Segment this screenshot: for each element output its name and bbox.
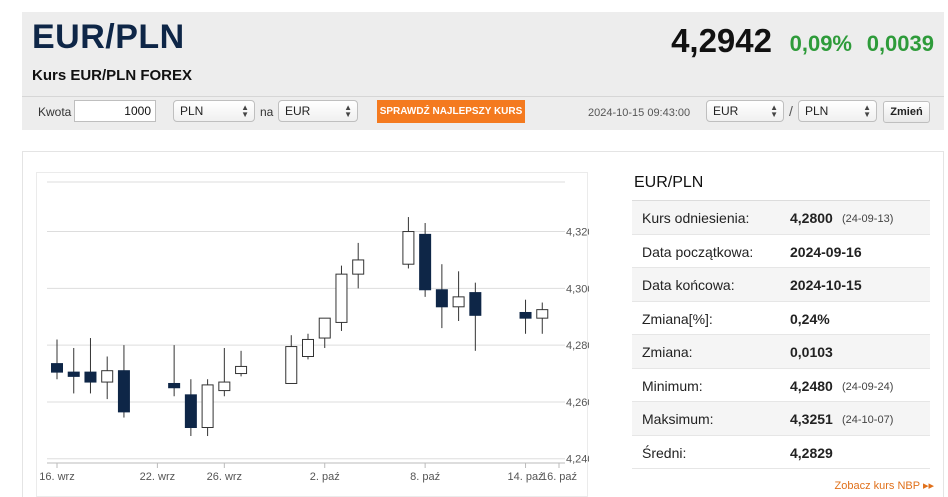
select-arrows-icon: ▲ ▼: [241, 103, 249, 119]
candle-body: [419, 233, 432, 291]
pair-base-value: EUR: [713, 104, 739, 118]
stat-date: (24-09-13): [842, 213, 894, 225]
x-tick-label: 8. paź: [410, 471, 440, 483]
y-tick-label: 4,3000: [566, 283, 589, 295]
toolbar-divider: [22, 96, 944, 97]
x-tick-label: 22. wrz: [140, 471, 175, 483]
stat-value: 0,0103: [790, 344, 833, 360]
page-subtitle: Kurs EUR/PLN FOREX: [32, 67, 193, 84]
stat-label: Minimum:: [642, 377, 703, 394]
candle-body: [67, 371, 80, 377]
stat-label: Zmiana:: [642, 344, 693, 360]
candle-body: [302, 338, 314, 358]
y-tick-label: 4,3200: [566, 227, 589, 239]
stats-title: EUR/PLN: [632, 174, 930, 201]
candle-body: [469, 292, 482, 316]
stat-label: Data końcowa:: [642, 277, 735, 293]
stat-label: Średni:: [642, 444, 687, 461]
stat-label: Maksimum:: [642, 411, 714, 427]
current-rate: 4,2942: [671, 22, 772, 59]
nbp-rate-link[interactable]: Zobacz kurs NBP ▸▸: [834, 480, 934, 492]
candle-body: [84, 371, 97, 383]
candle-body: [235, 365, 248, 375]
to-label: na: [260, 105, 274, 119]
stat-value: 2024-10-15: [790, 277, 862, 293]
candle-body: [402, 231, 415, 265]
stat-row: Zmiana: 0,0103: [632, 335, 930, 369]
y-tick-label: 4,2400: [566, 454, 589, 466]
stat-row: Data końcowa: 2024-10-15: [632, 268, 930, 302]
change-absolute: 0,0039: [866, 31, 934, 56]
candle-body: [101, 370, 114, 383]
x-tick-label: 16. paź: [541, 471, 577, 483]
chart-container: 4,2400 4,2600 4,2800 4,3000 4,3200 16. wrz 22.…: [36, 172, 589, 497]
select-arrows-icon: ▲ ▼: [770, 103, 778, 119]
candle-body: [318, 317, 331, 339]
candle-body: [184, 394, 197, 428]
to-currency-value: EUR: [285, 104, 311, 118]
pair-separator: /: [789, 103, 793, 119]
quote-datetime: 2024-10-15 09:43:00: [588, 107, 691, 119]
candle-body: [218, 381, 231, 392]
x-tick-label: 26. wrz: [207, 471, 242, 483]
y-tick-label: 4,2600: [566, 397, 589, 409]
stat-value: 4,2800: [790, 210, 833, 226]
stat-row: Minimum: 4,2480 (24-09-24): [632, 369, 930, 402]
stat-date: (24-10-07): [842, 414, 894, 426]
stat-value: 0,24%: [790, 310, 830, 327]
stat-row: Średni: 4,2829: [632, 436, 930, 469]
best-rate-button[interactable]: SPRAWDŹ NAJLEPSZY KURS: [377, 100, 525, 123]
candle-body: [452, 296, 465, 308]
quote-header: EUR/PLN Kurs EUR/PLN FOREX 4,2942 0,09% …: [22, 12, 944, 130]
stats-table: EUR/PLN Kurs odniesienia: 4,2800 (24-09-13…: [632, 174, 930, 469]
pair-base-select[interactable]: EUR ▲ ▼: [706, 100, 784, 122]
stat-row: Kurs odniesienia: 4,2800 (24-09-13): [632, 201, 930, 235]
candle-body: [51, 363, 63, 373]
candle-body: [536, 309, 549, 319]
candle-body: [201, 384, 214, 428]
candle-body: [285, 346, 298, 384]
amount-label: Kwota: [38, 105, 72, 119]
candle-body: [519, 311, 532, 319]
y-tick-label: 4,2800: [566, 340, 589, 352]
x-tick-label: 14. paź: [507, 471, 543, 483]
candle-body: [168, 382, 181, 389]
amount-input[interactable]: [74, 100, 156, 122]
x-tick-label: 2. paź: [310, 471, 340, 483]
to-currency-select[interactable]: EUR ▲ ▼: [278, 100, 358, 122]
stat-label: Zmiana[%]:: [642, 310, 713, 327]
stat-value: 2024-09-16: [790, 243, 862, 260]
stat-row: Data początkowa: 2024-09-16: [632, 235, 930, 268]
from-currency-select[interactable]: PLN ▲ ▼: [173, 100, 255, 122]
pair-quote-value: PLN: [805, 104, 829, 118]
stat-date: (24-09-24): [842, 380, 894, 393]
page-title: EUR/PLN: [32, 18, 185, 56]
candle-body: [335, 273, 348, 323]
stat-value: 4,3251: [790, 411, 833, 427]
pair-quote-select[interactable]: PLN ▲ ▼: [798, 100, 877, 122]
change-percent: 0,09%: [789, 31, 852, 56]
stat-label: Kurs odniesienia:: [642, 210, 750, 226]
from-currency-value: PLN: [180, 104, 204, 118]
candlestick-chart: 4,2400 4,2600 4,2800 4,3000 4,3200 16. wrz 22.…: [39, 181, 589, 483]
stat-row: Maksimum: 4,3251 (24-10-07): [632, 402, 930, 436]
x-tick-label: 16. wrz: [39, 471, 74, 483]
select-arrows-icon: ▲ ▼: [344, 103, 352, 119]
stat-value: 4,2829: [790, 444, 833, 461]
stat-value: 4,2480: [790, 377, 833, 394]
select-arrows-icon: ▲ ▼: [863, 103, 871, 119]
stat-row: Zmiana[%]: 0,24%: [632, 302, 930, 335]
stat-label: Data początkowa:: [642, 243, 754, 260]
candle-body: [117, 370, 130, 413]
candle-body: [352, 259, 365, 275]
candle-body: [435, 289, 448, 308]
change-pair-button[interactable]: Zmień: [883, 101, 930, 123]
